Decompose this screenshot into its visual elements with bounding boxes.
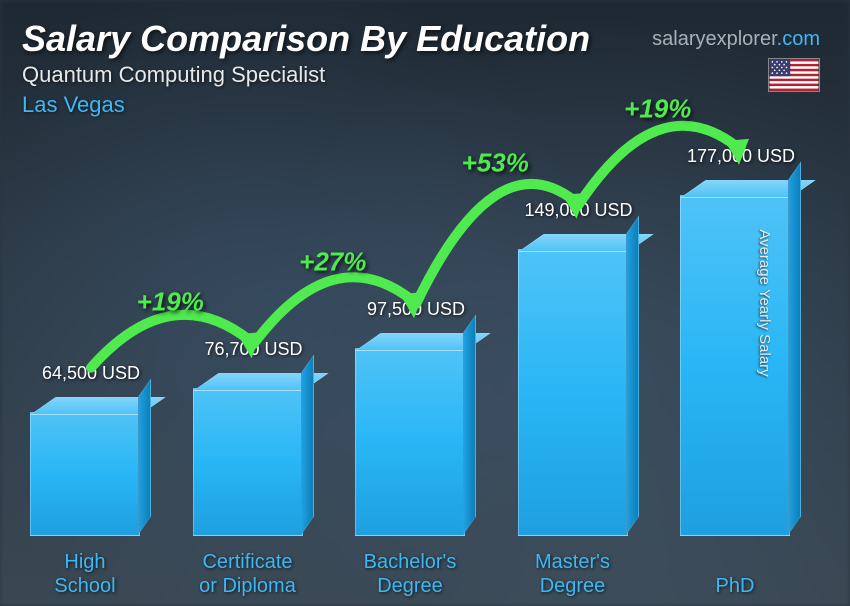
category-label: HighSchool — [10, 550, 160, 598]
bar — [680, 195, 790, 536]
brand-name: salaryexplorer — [652, 28, 777, 50]
bar-value-label: 97,500 USD — [367, 299, 465, 320]
percent-increase-label: +19% — [137, 287, 204, 318]
brand-tld: .com — [777, 28, 820, 50]
bar-value-label: 76,700 USD — [204, 339, 302, 360]
infographic-container: Salary Comparison By Education Quantum C… — [0, 0, 850, 606]
percent-increase-label: +53% — [462, 147, 529, 178]
bar-value-label: 149,000 USD — [524, 200, 632, 221]
category-label: Certificateor Diploma — [173, 550, 323, 598]
bar — [355, 348, 465, 536]
brand-label: salaryexplorer.com — [652, 28, 820, 51]
bar-value-label: 64,500 USD — [42, 363, 140, 384]
bar-value-label: 177,000 USD — [687, 146, 795, 167]
y-axis-label: Average Yearly Salary — [756, 229, 773, 376]
percent-increase-label: +19% — [624, 93, 691, 124]
category-label: Bachelor'sDegree — [335, 550, 485, 598]
bar — [193, 388, 303, 536]
bar — [518, 249, 628, 536]
bar — [30, 412, 140, 536]
chart-area: 64,500 USD 76,700 USD 97,500 USD 149,000 US… — [30, 120, 790, 536]
chart-location: Las Vegas — [22, 92, 125, 118]
percent-increase-label: +27% — [299, 247, 366, 278]
chart-title: Salary Comparison By Education — [22, 18, 590, 60]
category-label: Master'sDegree — [498, 550, 648, 598]
category-label: PhD — [660, 574, 810, 598]
chart-subtitle: Quantum Computing Specialist — [22, 62, 325, 88]
flag-icon — [768, 58, 820, 92]
